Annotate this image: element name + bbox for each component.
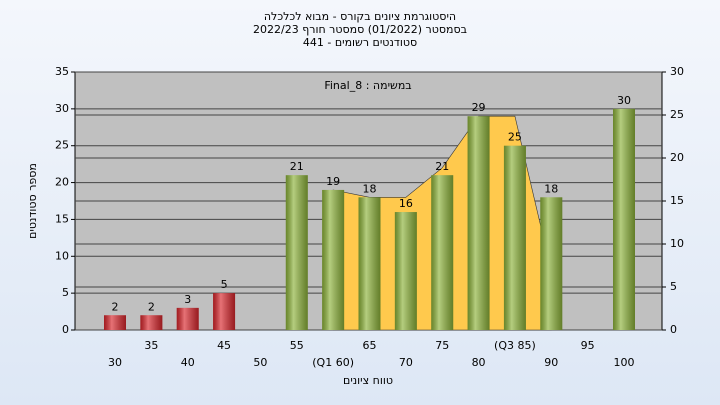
x-tick-label: 75	[435, 339, 449, 352]
y2-tick-label: 20	[670, 151, 684, 164]
y-tick-label: 10	[55, 249, 69, 262]
data-label: 18	[363, 182, 377, 195]
bar-shade	[358, 197, 381, 330]
y2-tick-label: 5	[670, 280, 677, 293]
bar-shade	[503, 145, 526, 330]
y-tick-label: 0	[62, 323, 69, 336]
data-label: 19	[326, 175, 340, 188]
x-tick-label: 95	[581, 339, 595, 352]
bar-shade	[285, 175, 308, 330]
data-label: 2	[148, 300, 155, 313]
x-tick-label: 90	[544, 356, 558, 369]
data-label: 2	[112, 300, 119, 313]
bar-shade	[213, 293, 236, 330]
x-tick-label: 40	[181, 356, 195, 369]
x-tick-label: (Q1 60)	[312, 356, 354, 369]
title-line: סטודנטים רשומים - 441	[303, 36, 417, 49]
data-label: 16	[399, 197, 413, 210]
x-tick-label: 55	[290, 339, 304, 352]
bar-shade	[176, 307, 199, 330]
x-tick-label: 80	[472, 356, 486, 369]
y-tick-label: 35	[55, 65, 69, 78]
y2-tick-label: 10	[670, 237, 684, 250]
x-tick-label: 100	[614, 356, 635, 369]
data-label: 30	[617, 94, 631, 107]
data-label: 3	[184, 293, 191, 306]
bar-shade	[322, 189, 345, 330]
bar-shade	[467, 116, 490, 330]
data-label: 21	[435, 160, 449, 173]
bar-shade	[431, 175, 454, 330]
x-tick-label: 35	[144, 339, 158, 352]
y2-tick-label: 0	[670, 323, 677, 336]
bar-shade	[140, 315, 163, 330]
data-label: 18	[544, 182, 558, 195]
data-label: 29	[472, 101, 486, 114]
y-tick-label: 20	[55, 176, 69, 189]
y-tick-label: 30	[55, 102, 69, 115]
bar-shade	[394, 212, 417, 330]
data-label: 21	[290, 160, 304, 173]
data-label: 5	[221, 278, 228, 291]
x-tick-label: 70	[399, 356, 413, 369]
y2-tick-label: 25	[670, 108, 684, 121]
y-tick-label: 25	[55, 139, 69, 152]
x-tick-label: 65	[363, 339, 377, 352]
title-line: היסטוגרמת ציונים בקורס - מבוא לכלכלה	[264, 10, 456, 23]
y2-tick-label: 30	[670, 65, 684, 78]
x-axis-label: טווח ציונים	[343, 374, 393, 387]
x-tick-label: (Q3 85)	[494, 339, 536, 352]
y-tick-label: 5	[62, 286, 69, 299]
bar-shade	[104, 315, 126, 330]
annotation: Final_8 : במשימה	[324, 79, 411, 92]
title-line: בסמסטר (01/2022) סמסטר חורף 2022/23	[253, 23, 467, 36]
x-tick-label: 30	[108, 356, 122, 369]
y2-tick-label: 15	[670, 194, 684, 207]
bar-shade	[540, 197, 563, 330]
bar-shade	[613, 108, 635, 330]
x-tick-label: 50	[253, 356, 267, 369]
x-tick-label: 45	[217, 339, 231, 352]
data-label: 25	[508, 131, 522, 144]
y-tick-label: 15	[55, 212, 69, 225]
y-axis-label: מספר סטודנטים	[26, 163, 39, 239]
